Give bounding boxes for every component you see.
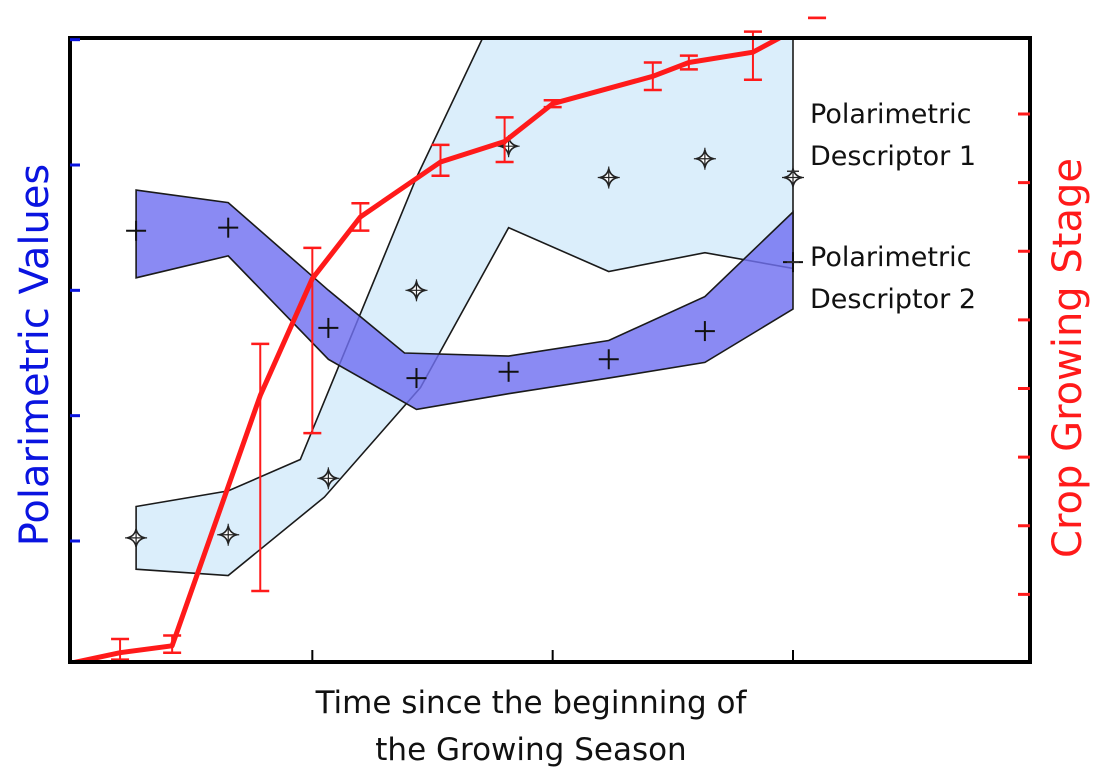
annotation-descriptor2-line1: Polarimetric	[810, 242, 971, 273]
annotation-descriptor2-line2: Descriptor 2	[810, 284, 976, 315]
uncertainty-bands	[135, 38, 794, 577]
descriptor1-band	[135, 38, 794, 577]
growth-line-group	[70, 38, 785, 662]
annotation-descriptor1-line1: Polarimetric	[810, 99, 971, 130]
y-axis-label-right: Crop Growing Stage	[1045, 158, 1091, 558]
growth-error-bar	[111, 637, 130, 661]
descriptor1-point	[405, 279, 428, 302]
error-bars	[111, 16, 827, 661]
descriptor2-point	[498, 361, 519, 382]
descriptor1-point	[693, 147, 716, 170]
axes	[68, 36, 1032, 664]
labels: Time since the beginning of the Growing …	[12, 99, 1091, 768]
growth-line	[70, 38, 785, 662]
plot-frame	[68, 36, 1032, 664]
descriptor1-point	[317, 467, 340, 490]
annotation-descriptor1-line2: Descriptor 1	[810, 141, 976, 172]
y-axis-label-left: Polarimetric Values	[12, 164, 58, 547]
descriptor1-point	[125, 526, 148, 549]
descriptor2-point	[406, 368, 427, 389]
x-axis-label-line1: Time since the beginning of	[315, 685, 748, 721]
growth-error-bar	[251, 342, 270, 593]
descriptor1-point	[597, 166, 620, 189]
x-axis-label-line2: the Growing Season	[375, 732, 686, 768]
descriptor2-point	[598, 349, 619, 370]
descriptor2-band	[135, 189, 794, 411]
descriptor2-point	[318, 317, 339, 338]
data-markers	[125, 135, 804, 549]
descriptor2-point	[218, 217, 239, 238]
descriptor1-point	[782, 166, 804, 189]
descriptor1-point	[217, 523, 240, 546]
descriptor2-point	[694, 321, 715, 342]
descriptor2-point	[126, 220, 147, 241]
